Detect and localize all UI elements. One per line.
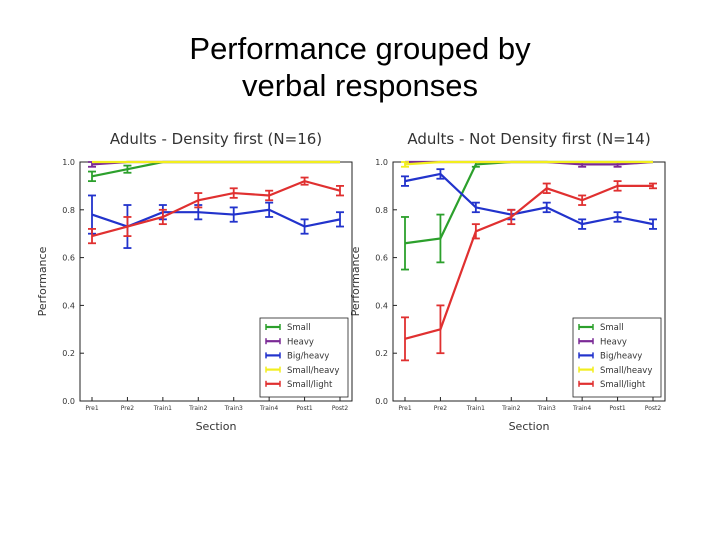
x-tick-label: Train4 bbox=[259, 405, 278, 412]
legend-label: Big/heavy bbox=[600, 352, 642, 362]
series-small-light bbox=[401, 180, 657, 362]
y-tick-label: 0.2 bbox=[62, 349, 75, 358]
legend-label: Heavy bbox=[600, 337, 627, 347]
x-tick-label: Train3 bbox=[224, 405, 243, 412]
legend-label: Small/heavy bbox=[287, 366, 339, 376]
y-tick-label: 1.0 bbox=[375, 158, 388, 167]
slide-title-line-1: Performance grouped by bbox=[189, 31, 531, 66]
series-line bbox=[91, 179, 341, 238]
x-tick-label: Train2 bbox=[188, 405, 207, 412]
chart-not-density-first: Adults - Not Density first (N=14) 0.0 0.2 0… bbox=[349, 130, 666, 433]
x-tick-label: Post2 bbox=[332, 405, 349, 412]
chart-title: Adults - Density first (N=16) bbox=[110, 130, 322, 148]
series-line bbox=[404, 172, 654, 226]
y-tick-label: 0.8 bbox=[375, 206, 388, 215]
legend: Small Heavy Big/heavy Small/heavy Small/ligh… bbox=[572, 317, 662, 398]
series-small-light bbox=[88, 176, 344, 245]
y-tick-label: 0.2 bbox=[375, 349, 388, 358]
series-line bbox=[404, 184, 653, 340]
chart-density-first: Adults - Density first (N=16) 0.0 0.2 0.4 0.… bbox=[36, 130, 353, 433]
y-tick-label: 0.4 bbox=[62, 301, 75, 310]
legend-label: Heavy bbox=[287, 337, 314, 347]
x-tick-label: Pre2 bbox=[434, 405, 448, 412]
y-tick-label: 0.8 bbox=[62, 206, 75, 215]
x-tick-label: Pre1 bbox=[85, 405, 99, 412]
y-tick-label: 0.0 bbox=[375, 397, 388, 406]
y-tick-label: 0.4 bbox=[375, 301, 388, 310]
x-tick-label: Post1 bbox=[296, 405, 313, 412]
x-tick-label: Pre2 bbox=[121, 405, 135, 412]
x-tick-label: Post1 bbox=[609, 405, 626, 412]
legend-label: Small/heavy bbox=[600, 366, 652, 376]
x-axis-label: Section bbox=[196, 420, 237, 433]
legend: Small Heavy Big/heavy Small/heavy Small/ligh… bbox=[259, 317, 349, 398]
y-tick-label: 0.0 bbox=[62, 397, 75, 406]
series-big-heavy bbox=[401, 168, 657, 230]
legend-label: Big/heavy bbox=[287, 352, 329, 362]
y-tick-label: 0.6 bbox=[62, 254, 75, 263]
x-tick-label: Pre1 bbox=[398, 405, 412, 412]
chart-title: Adults - Not Density first (N=14) bbox=[407, 130, 650, 148]
y-tick-label: 0.6 bbox=[375, 254, 388, 263]
series-line bbox=[91, 160, 340, 178]
x-axis-label: Section bbox=[509, 420, 550, 433]
slide-title: Performance grouped by verbal responses bbox=[0, 30, 720, 104]
legend-label: Small bbox=[287, 323, 311, 333]
series-small-heavy bbox=[401, 160, 653, 168]
legend-label: Small/light bbox=[287, 380, 333, 390]
y-axis-label: Performance bbox=[349, 246, 362, 316]
series-big-heavy bbox=[88, 194, 344, 249]
x-tick-label: Post2 bbox=[645, 405, 662, 412]
legend-label: Small/light bbox=[600, 380, 646, 390]
y-axis-label: Performance bbox=[36, 246, 49, 316]
x-tick-label: Train1 bbox=[466, 405, 485, 412]
x-tick-label: Train3 bbox=[537, 405, 556, 412]
x-tick-label: Train2 bbox=[501, 405, 520, 412]
legend-label: Small bbox=[600, 323, 624, 333]
x-tick-label: Train1 bbox=[153, 405, 172, 412]
series-line bbox=[91, 208, 341, 228]
slide-title-line-2: verbal responses bbox=[241, 68, 479, 103]
x-tick-label: Train4 bbox=[572, 405, 591, 412]
y-tick-label: 1.0 bbox=[62, 158, 75, 167]
series-line bbox=[404, 160, 653, 166]
